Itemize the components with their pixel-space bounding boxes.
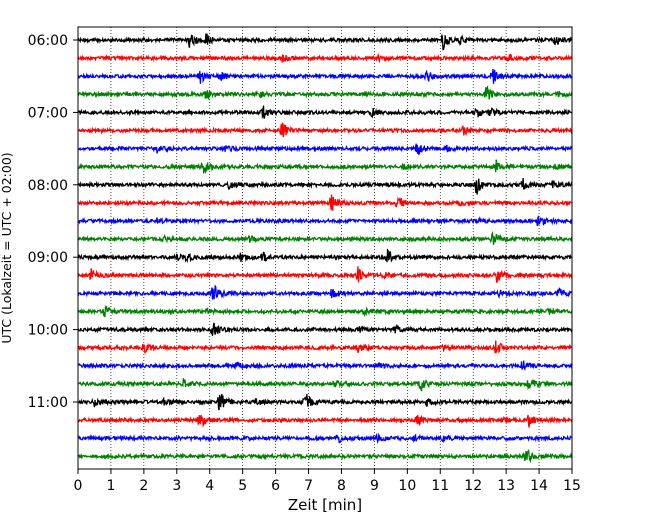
trace-row	[77, 340, 573, 354]
y-tick-label: 11:00	[28, 395, 68, 411]
x-tick-label: 9	[370, 478, 379, 494]
trace-row	[77, 414, 573, 428]
trace-row	[77, 33, 573, 51]
trace-row	[77, 143, 573, 155]
trace-row	[77, 378, 573, 392]
trace-row	[77, 85, 573, 101]
x-tick-label: 0	[74, 478, 83, 494]
x-tick-label: 11	[431, 478, 449, 494]
y-tick-label: 09:00	[28, 250, 68, 266]
x-tick-label: 8	[337, 478, 346, 494]
trace-row	[77, 159, 573, 175]
trace-row	[77, 215, 573, 226]
x-tick-label: 5	[238, 478, 247, 494]
plot-frame	[77, 26, 573, 470]
trace-row	[77, 105, 573, 120]
x-tick-label: 4	[205, 478, 214, 494]
trace-row	[77, 194, 573, 212]
x-tick-label: 6	[271, 478, 280, 494]
trace-row	[77, 448, 573, 464]
y-axis-label: UTC (Lokalzeit = UTC + 02:00)	[0, 152, 14, 343]
trace-row	[77, 284, 573, 300]
y-tick-label: 10:00	[28, 323, 68, 339]
x-tick-label: 3	[172, 478, 181, 494]
x-tick-label: 15	[563, 478, 581, 494]
x-tick-label: 10	[398, 478, 416, 494]
x-tick-label: 12	[464, 478, 482, 494]
trace-row	[77, 68, 573, 84]
y-tick-label: 08:00	[28, 178, 68, 194]
x-tick-label: 14	[530, 478, 548, 494]
traces	[77, 33, 573, 464]
x-tick-label: 13	[497, 478, 515, 494]
x-tick-label: 7	[304, 478, 313, 494]
trace-row	[77, 266, 573, 283]
trace-row	[77, 393, 573, 411]
x-axis-label: Zeit [min]	[288, 496, 362, 514]
trace-row	[77, 122, 573, 138]
x-tick-label: 2	[139, 478, 148, 494]
trace-row	[77, 322, 573, 336]
y-axis: 06:00 07:00 08:00 09:00 10:00 11:00	[28, 33, 78, 411]
y-tick-label: 06:00	[28, 33, 68, 49]
trace-row	[77, 432, 573, 445]
x-axis: 0 1 2 3 4 5 6 7 8 9 10 11 12 13 14 15	[74, 469, 581, 494]
trace-row	[77, 52, 573, 64]
x-tick-label: 1	[106, 478, 115, 494]
trace-row	[77, 230, 573, 245]
trace-row	[77, 178, 573, 195]
trace-row	[77, 248, 573, 264]
trace-row	[77, 360, 573, 371]
trace-row	[77, 304, 573, 318]
y-tick-label: 07:00	[28, 105, 68, 121]
